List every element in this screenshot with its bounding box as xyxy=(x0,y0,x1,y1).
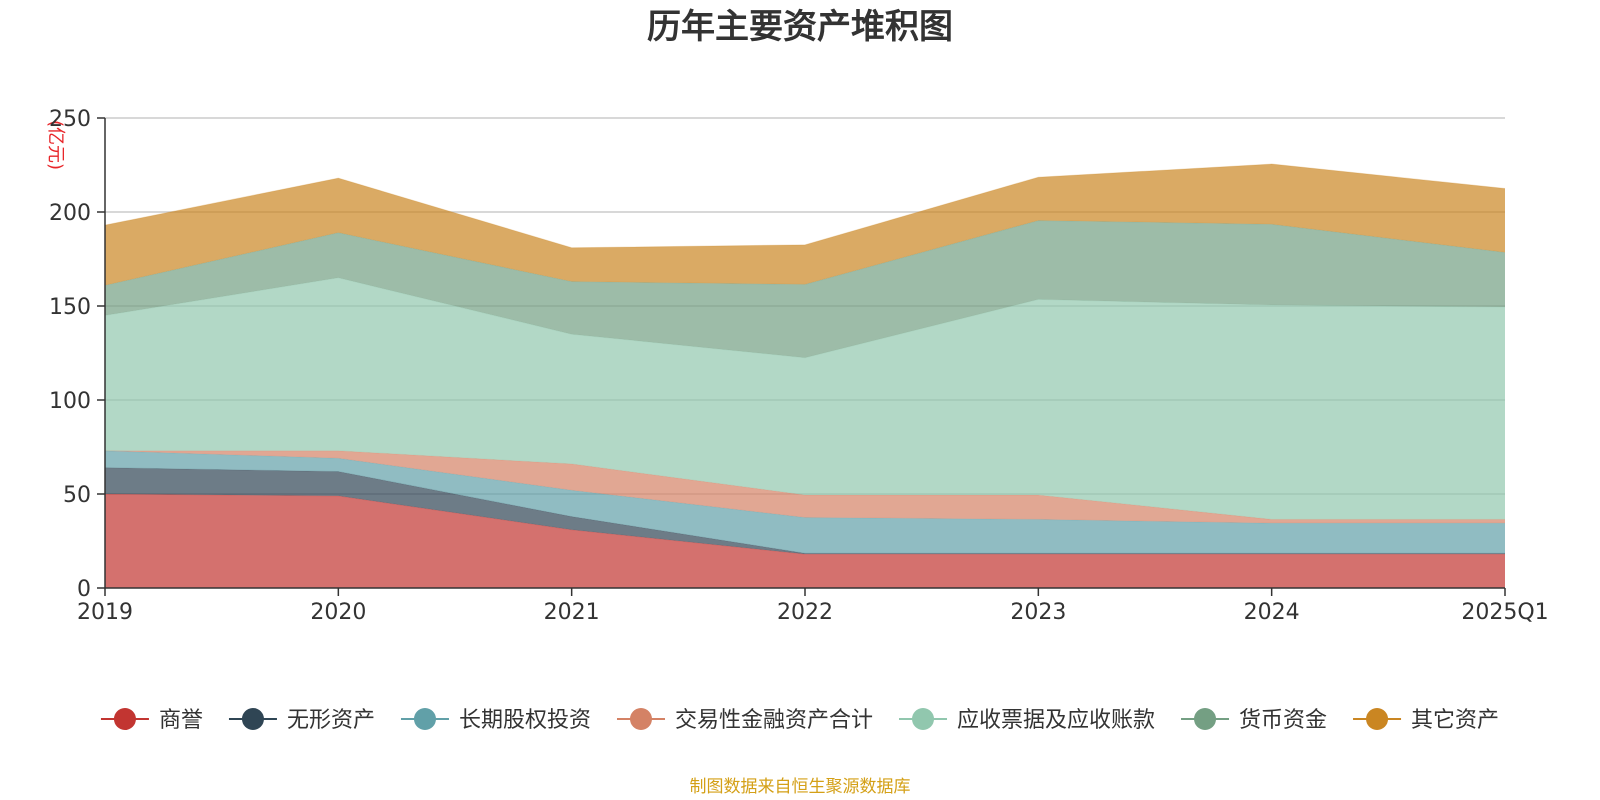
data-source-note: 制图数据来自恒生聚源数据库 xyxy=(690,777,911,797)
x-tick-label-5: 2024 xyxy=(1244,600,1300,625)
legend-item-3: 交易性金融资产合计 xyxy=(616,708,873,733)
y-tick-label-250: 250 xyxy=(49,107,91,132)
area-series-6 xyxy=(105,164,1505,286)
legend-label-5: 货币资金 xyxy=(1239,708,1327,733)
legend-item-4: 应收票据及应收账款 xyxy=(899,708,1155,733)
legend-label-6: 其它资产 xyxy=(1411,708,1499,733)
legend-label-0: 商誉 xyxy=(159,708,203,733)
legend-item-0: 商誉 xyxy=(100,708,203,733)
x-tick-label-4: 2023 xyxy=(1010,600,1066,625)
area-series-2 xyxy=(105,450,1505,554)
area-series-4 xyxy=(105,277,1505,520)
area-series xyxy=(104,163,1506,588)
x-tick-label-2: 2021 xyxy=(544,600,600,625)
x-tick-label-0: 2019 xyxy=(77,600,133,625)
x-tick-label-1: 2020 xyxy=(310,600,366,625)
y-tick-label-200: 200 xyxy=(49,201,91,226)
x-tick-label-3: 2022 xyxy=(777,600,833,625)
legend-label-2: 长期股权投资 xyxy=(459,708,591,733)
legend-item-5: 货币资金 xyxy=(1181,708,1327,733)
legend: 商誉 无形资产 长期股权投资 交易性金融资产合计 应收票据及应收账款 货币资金 其它资产 xyxy=(100,708,1499,733)
area-series-5 xyxy=(105,220,1505,358)
y-tick-label-150: 150 xyxy=(49,295,91,320)
legend-item-2: 长期股权投资 xyxy=(400,708,591,733)
legend-item-1: 无形资产 xyxy=(228,708,375,733)
area-series-3 xyxy=(105,450,1505,524)
legend-label-4: 应收票据及应收账款 xyxy=(957,708,1155,733)
y-axis-ticks: 0 50 100 150 200 250 xyxy=(49,107,105,602)
legend-marker-2 xyxy=(413,708,436,730)
area-series-1 xyxy=(105,467,1505,555)
legend-item-6: 其它资产 xyxy=(1353,708,1499,733)
legend-marker-4 xyxy=(912,708,935,730)
y-tick-label-0: 0 xyxy=(77,577,91,602)
legend-marker-3 xyxy=(629,708,652,730)
legend-marker-5 xyxy=(1194,708,1217,730)
y-tick-label-100: 100 xyxy=(49,389,91,414)
y-tick-label-50: 50 xyxy=(63,483,91,508)
y-axis-unit-label: (亿元) xyxy=(45,120,66,170)
legend-marker-0 xyxy=(113,708,136,730)
chart-title: 历年主要资产堆积图 xyxy=(647,7,953,47)
x-axis-ticks: 2019 2020 2021 2022 2023 2024 2025Q1 xyxy=(77,588,1549,625)
legend-label-3: 交易性金融资产合计 xyxy=(675,708,873,733)
legend-marker-1 xyxy=(241,708,264,730)
x-tick-label-6: 2025Q1 xyxy=(1461,600,1548,625)
area-series-edge-6 xyxy=(104,163,1506,249)
area-series-0 xyxy=(105,494,1505,588)
legend-label-1: 无形资产 xyxy=(287,708,375,733)
legend-marker-6 xyxy=(1366,708,1389,730)
